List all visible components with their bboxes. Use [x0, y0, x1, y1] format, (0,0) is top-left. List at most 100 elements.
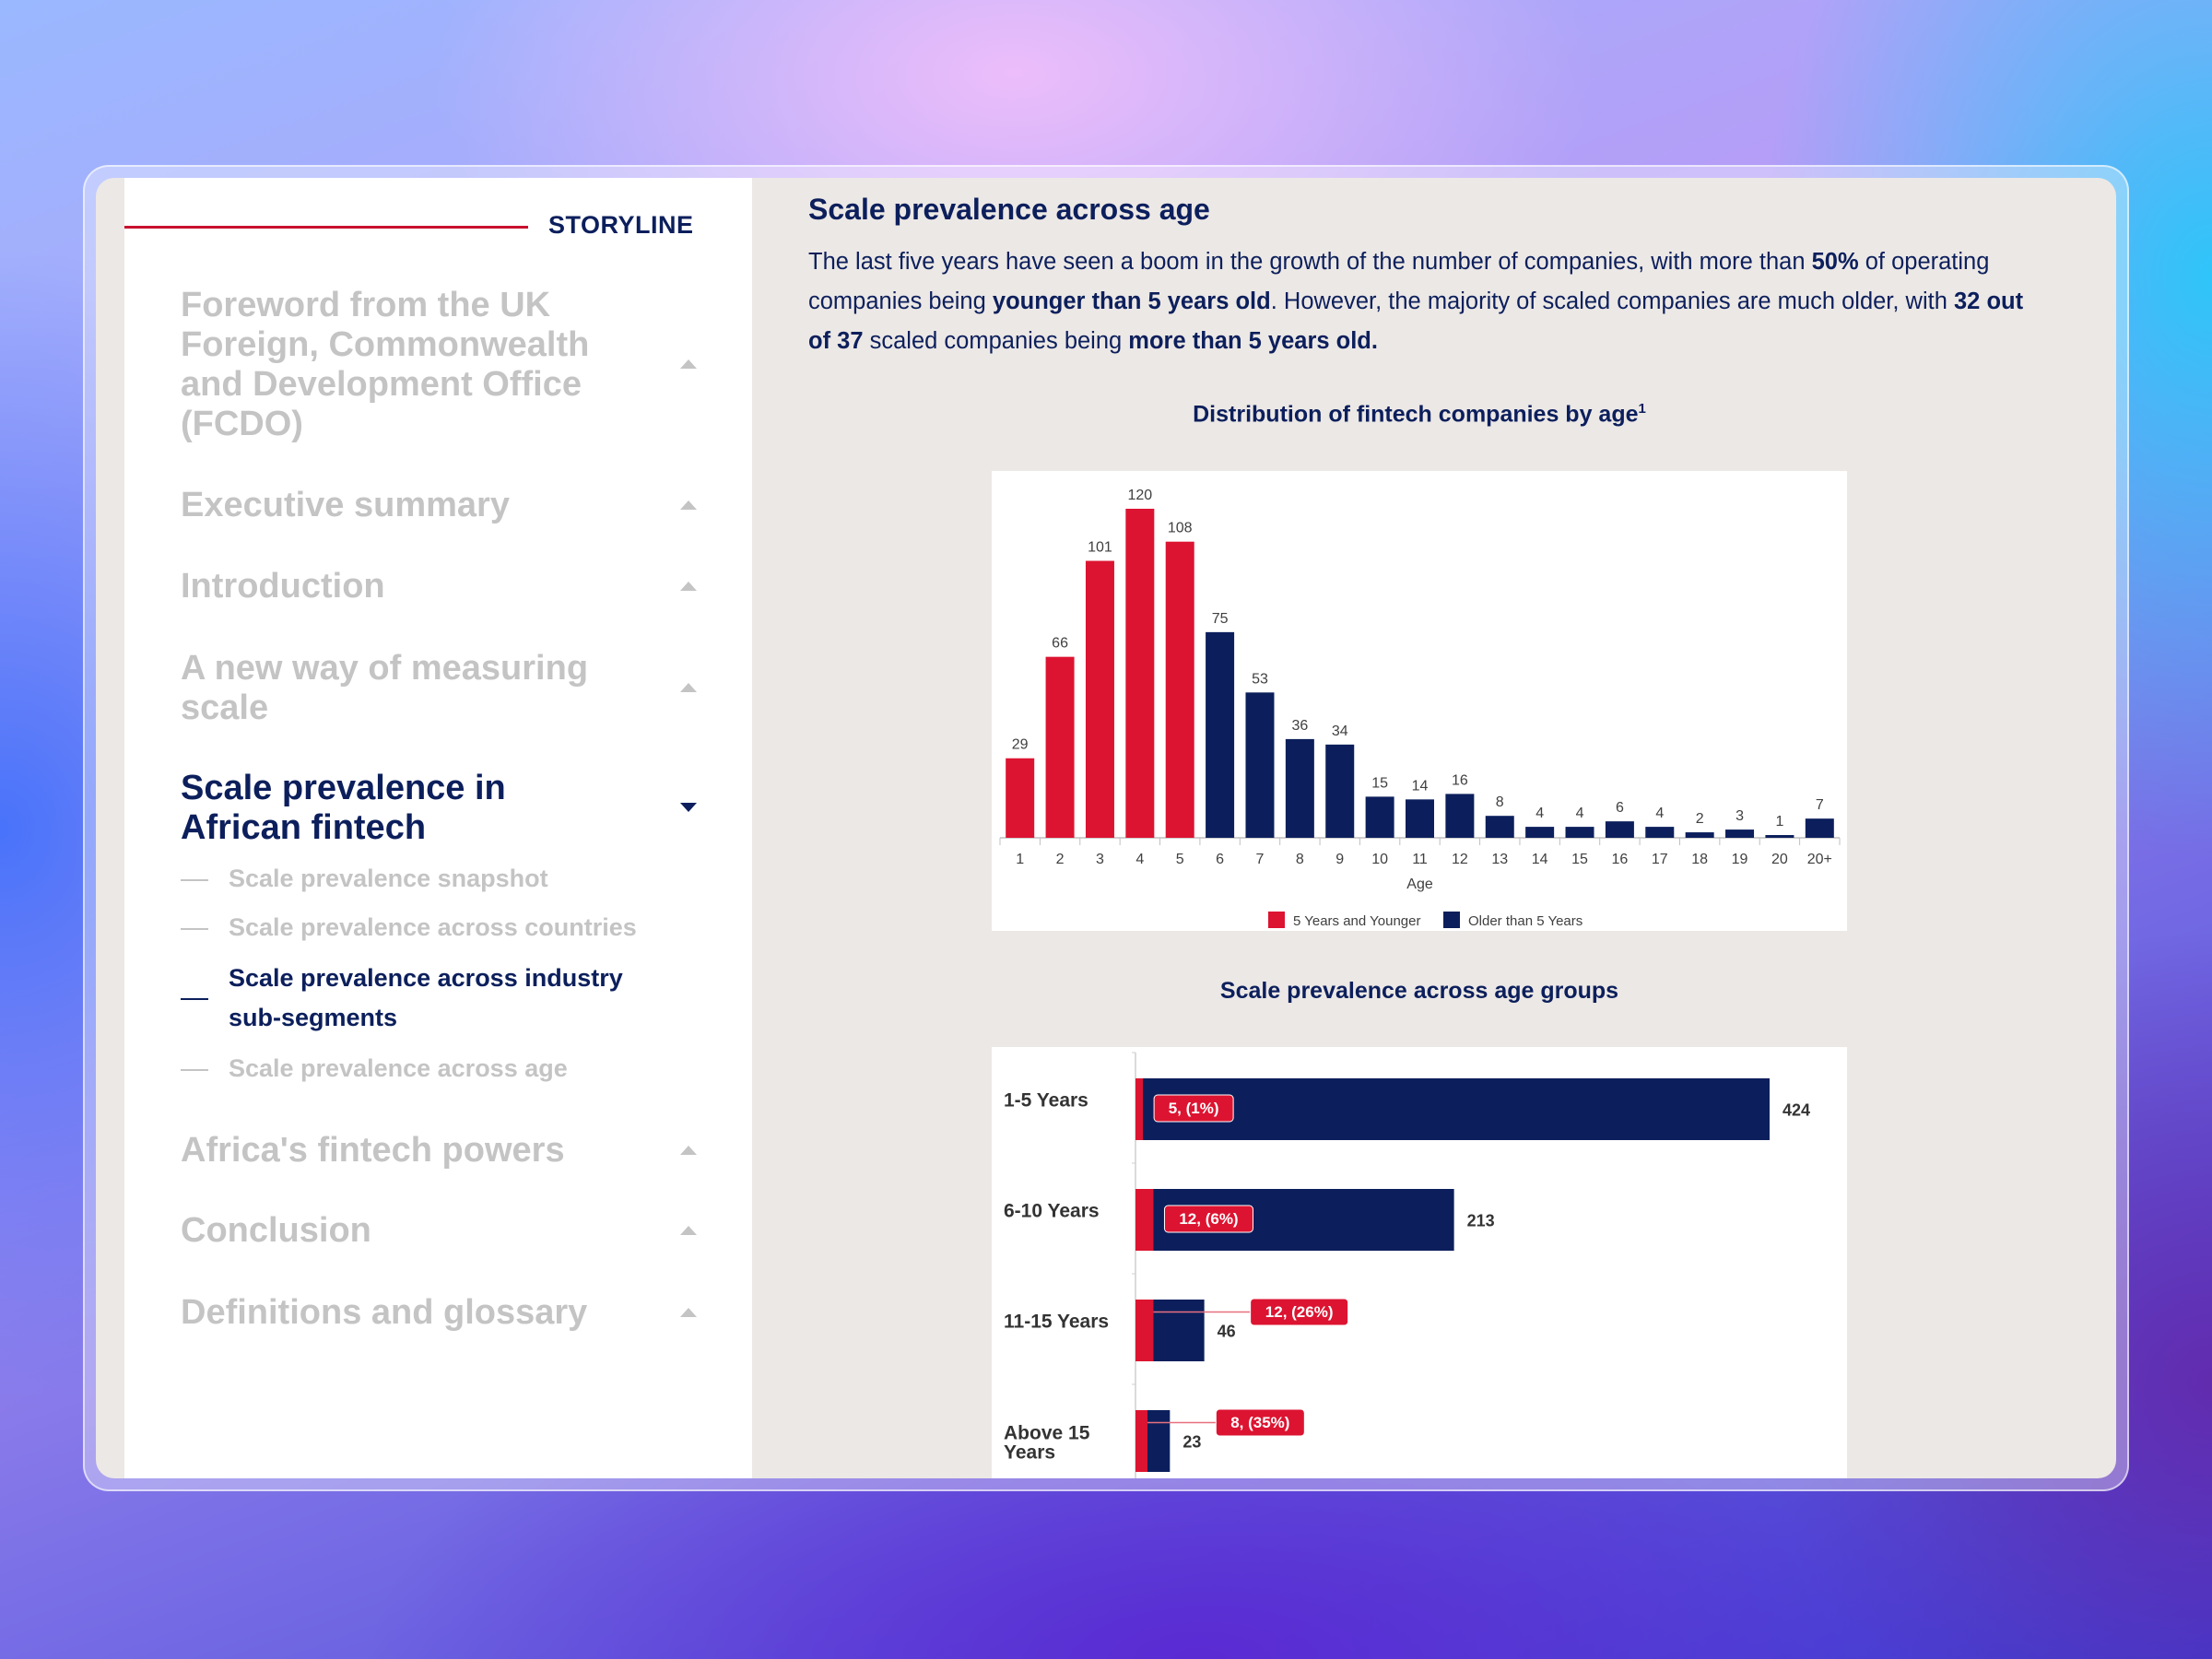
bar-value-label: 53	[1252, 671, 1268, 687]
bar-value-label: 6	[1616, 800, 1624, 816]
subnav-item-label: Scale prevalence across age	[229, 1054, 568, 1082]
nav-item-conclusion[interactable]: Conclusion	[181, 1211, 697, 1251]
nav-item-measuring-scale[interactable]: A new way of measuring scale	[181, 649, 697, 728]
bar-value-label: 1	[1775, 814, 1783, 830]
subnav-item-snapshot[interactable]: Scale prevalence snapshot	[181, 859, 697, 899]
bar-total-label: 46	[1218, 1323, 1236, 1341]
chevron-up-icon[interactable]	[680, 683, 697, 692]
bar-total-label: 23	[1182, 1433, 1201, 1452]
category-label: Above 15 Years	[1004, 1423, 1090, 1464]
nav-item-fintech-powers[interactable]: Africa's fintech powers	[181, 1131, 697, 1171]
emphasis-text: 50%	[1811, 249, 1859, 275]
bar-value-label: 16	[1452, 772, 1468, 788]
bar-value-label: 108	[1168, 521, 1193, 536]
bar-value-label: 8	[1496, 794, 1504, 810]
bar-value-label: 36	[1291, 718, 1308, 734]
x-tick-label: 15	[1571, 852, 1588, 867]
bar-age-8	[1285, 738, 1314, 838]
chart-title-text: Distribution of fintech companies by age	[1193, 401, 1639, 428]
x-tick-label: 7	[1256, 852, 1265, 867]
scaled-label: 12, (26%)	[1265, 1303, 1334, 1321]
storyline-sidebar: STORYLINE Foreword from the UK Foreign, …	[124, 178, 752, 1478]
footnote-marker: 1	[1638, 401, 1646, 417]
paragraph-text: The last five years have seen a boom in …	[808, 249, 1812, 275]
bar-age-3	[1085, 560, 1114, 838]
bar-total	[1135, 1078, 1770, 1140]
nav-item-foreword[interactable]: Foreword from the UK Foreign, Commonweal…	[181, 286, 697, 444]
nav-item-label: Conclusion	[181, 1211, 371, 1250]
x-tick-label: 16	[1612, 852, 1629, 867]
scaled-label-box	[1215, 1408, 1305, 1437]
bar-age-18	[1685, 832, 1714, 838]
x-tick-label: 19	[1732, 852, 1748, 867]
bar-value-label: 15	[1371, 775, 1388, 791]
scaled-label: 12, (6%)	[1179, 1210, 1238, 1228]
x-tick-label: 5	[1176, 852, 1184, 867]
subnav-item-label: Scale prevalence across industry sub-seg…	[229, 964, 623, 1031]
chevron-up-icon[interactable]	[680, 1307, 697, 1317]
bar-age-7	[1245, 692, 1275, 838]
dash-icon	[181, 927, 208, 930]
nav-item-label: Scale prevalence in African fintech	[181, 769, 506, 847]
chevron-up-icon[interactable]	[680, 581, 697, 591]
bar-scaled	[1135, 1300, 1154, 1361]
nav-item-label: Africa's fintech powers	[181, 1131, 565, 1170]
x-tick-label: 14	[1532, 852, 1548, 867]
emphasis-text: more than 5 years old.	[1128, 328, 1378, 354]
bar-age-10	[1365, 796, 1394, 838]
scaled-label-box	[1153, 1094, 1234, 1123]
x-tick-label: 1	[1016, 852, 1024, 867]
subnav-item-industry-sub-segments[interactable]: Scale prevalence across industry sub-seg…	[181, 959, 697, 1038]
category-label: 11-15 Years	[1004, 1312, 1109, 1333]
emphasis-text: younger than 5 years old	[992, 288, 1271, 314]
age-distribution-chart-title: Distribution of fintech companies by age…	[992, 401, 1847, 428]
bar-value-label: 120	[1127, 488, 1152, 503]
age-groups-chart: 1-5 Years 424 5, (1%) 6-10 Years 213 12, (6%)…	[992, 1047, 1847, 1478]
chevron-up-icon[interactable]	[680, 1145, 697, 1155]
chevron-down-icon[interactable]	[680, 803, 697, 812]
bar-age-2	[1045, 656, 1075, 838]
legend-swatch	[1268, 912, 1285, 928]
nav-item-introduction[interactable]: Introduction	[181, 567, 697, 606]
bar-age-11	[1406, 799, 1434, 838]
chevron-up-icon[interactable]	[680, 500, 697, 510]
x-tick-label: 8	[1296, 852, 1304, 867]
nav-item-scale-prevalence[interactable]: Scale prevalence in African fintech	[181, 769, 697, 848]
category-label: 1-5 Years	[1004, 1090, 1088, 1112]
nav-item-definitions[interactable]: Definitions and glossary	[181, 1293, 697, 1333]
nav-item-executive-summary[interactable]: Executive summary	[181, 486, 697, 525]
age-groups-svg: 1-5 Years 424 5, (1%) 6-10 Years 213 12, (6%)…	[1004, 1052, 1810, 1478]
x-tick-label: 11	[1412, 852, 1428, 867]
bar-value-label: 7	[1816, 797, 1824, 813]
x-tick-label: 10	[1371, 852, 1388, 867]
bar-value-label: 4	[1655, 806, 1664, 821]
nav-item-label: A new way of measuring scale	[181, 649, 589, 727]
subnav-item-label: Scale prevalence snapshot	[229, 865, 548, 892]
bar-age-6	[1206, 631, 1235, 838]
chevron-up-icon[interactable]	[680, 359, 697, 369]
x-tick-label: 20+	[1807, 852, 1832, 867]
bar-age-15	[1565, 827, 1594, 838]
bar-age-14	[1525, 827, 1555, 838]
x-tick-label: 6	[1216, 852, 1224, 867]
age-distribution-svg: 2916621013120410857565373683491510141116…	[999, 488, 1841, 929]
category-label: 6-10 Years	[1004, 1201, 1100, 1222]
chevron-up-icon[interactable]	[680, 1225, 697, 1235]
bar-value-label: 4	[1535, 806, 1544, 821]
bar-value-label: 66	[1052, 636, 1068, 652]
emphasis-text: 32 out of 37	[808, 288, 2024, 354]
nav-item-label: Foreword from the UK Foreign, Commonweal…	[181, 286, 590, 443]
x-tick-label: 3	[1096, 852, 1104, 867]
bar-age-13	[1485, 816, 1514, 838]
subnav-item-age[interactable]: Scale prevalence across age	[181, 1049, 697, 1088]
bar-value-label: 4	[1576, 806, 1584, 821]
subnav-item-countries[interactable]: Scale prevalence across countries	[181, 908, 697, 947]
bar-scaled	[1135, 1410, 1147, 1472]
subnav-item-label: Scale prevalence across countries	[229, 913, 637, 941]
legend-label: 5 Years and Younger	[1293, 913, 1420, 929]
nav-item-label: Definitions and glossary	[181, 1293, 588, 1332]
intro-paragraph: The last five years have seen a boom in …	[808, 242, 2034, 361]
bar-scaled	[1135, 1189, 1154, 1251]
x-tick-label: 13	[1491, 852, 1508, 867]
bar-age-5	[1165, 541, 1194, 838]
